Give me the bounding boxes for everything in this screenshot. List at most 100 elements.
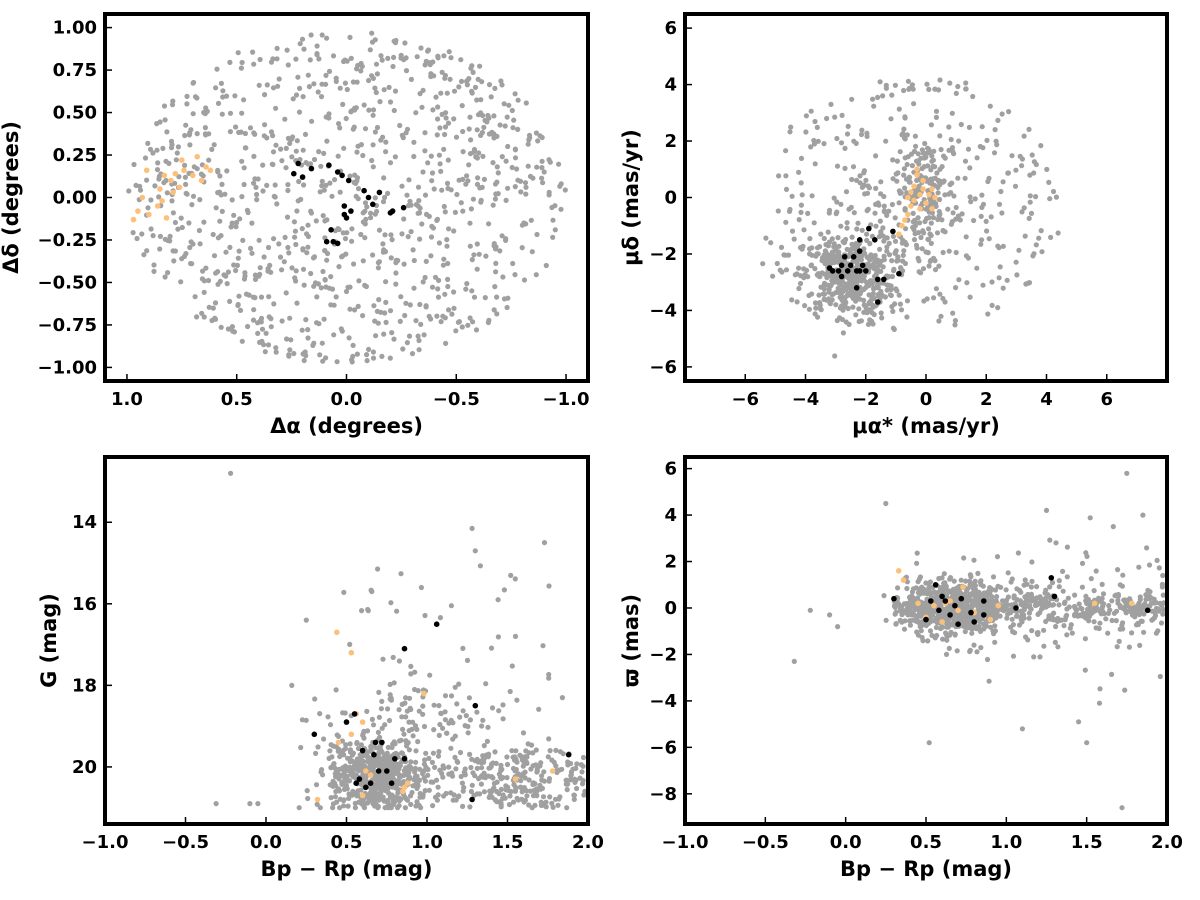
field-star-point: [902, 206, 908, 212]
field-star-point: [1113, 618, 1119, 624]
field-star-point: [1049, 602, 1055, 608]
field-star-point: [492, 196, 498, 202]
field-star-point: [473, 327, 480, 333]
field-star-point: [1099, 581, 1105, 588]
field-star-point: [246, 292, 252, 298]
field-star-point: [809, 193, 815, 199]
field-star-point: [305, 222, 311, 228]
field-star-point: [564, 777, 570, 784]
field-star-point: [416, 210, 422, 216]
field-star-point: [946, 645, 952, 652]
field-star-point: [384, 773, 390, 780]
field-star-point: [1136, 611, 1142, 618]
field-star-point: [339, 254, 345, 260]
field-star-point: [268, 59, 275, 65]
black-point: [1144, 607, 1151, 614]
field-star-point: [902, 114, 908, 120]
field-star-point: [423, 258, 429, 264]
field-star-point: [145, 140, 151, 146]
field-star-point: [791, 236, 797, 242]
field-star-point: [339, 781, 345, 787]
field-star-point: [943, 651, 950, 658]
field-star-point: [328, 765, 334, 771]
field-star-point: [907, 622, 914, 628]
field-star-point: [985, 311, 991, 317]
field-star-point: [1146, 562, 1153, 568]
field-star-point: [436, 152, 442, 158]
field-star-point: [443, 115, 449, 121]
field-star-point: [326, 68, 333, 74]
field-star-point: [1137, 594, 1143, 600]
field-star-point: [470, 319, 476, 325]
field-star-point: [283, 290, 289, 296]
orange-point: [334, 629, 340, 636]
field-star-point: [505, 143, 511, 150]
field-star-point: [318, 769, 324, 775]
field-star-point: [530, 763, 536, 769]
field-star-point: [481, 176, 487, 182]
field-star-point: [883, 85, 890, 91]
orange-point: [172, 170, 179, 177]
field-star-point: [577, 775, 583, 781]
y-tick-label: 0: [664, 598, 677, 619]
field-star-point: [1006, 109, 1012, 115]
field-star-point: [1056, 578, 1062, 584]
field-star-point: [1034, 630, 1040, 636]
field-star-point: [914, 613, 920, 619]
field-star-point: [417, 236, 423, 242]
field-star-point: [144, 248, 150, 254]
field-star-point: [301, 46, 307, 52]
field-star-point: [466, 695, 472, 701]
field-star-point: [409, 351, 416, 357]
field-star-point: [356, 278, 362, 284]
field-star-point: [552, 227, 558, 233]
field-star-point: [1037, 654, 1043, 660]
field-star-point: [1026, 126, 1032, 132]
field-star-point: [974, 265, 980, 271]
orange-point: [139, 194, 146, 201]
field-star-point: [914, 550, 920, 556]
field-star-point: [941, 178, 947, 184]
field-star-point: [347, 284, 353, 290]
field-star-point: [881, 203, 887, 209]
field-star-point: [353, 105, 359, 111]
field-star-point: [249, 250, 255, 256]
field-star-point: [288, 337, 294, 343]
field-star-point: [300, 247, 306, 253]
field-star-point: [864, 237, 870, 243]
field-star-point: [858, 257, 865, 263]
field-star-point: [352, 172, 358, 178]
field-star-point: [375, 566, 381, 572]
field-star-point: [964, 621, 970, 627]
field-star-point: [842, 165, 848, 171]
field-star-point: [1012, 183, 1019, 189]
field-star-point: [1042, 595, 1049, 601]
field-star-point: [477, 563, 483, 569]
field-star-point: [898, 307, 905, 313]
field-star-point: [533, 747, 539, 753]
field-star-point: [301, 357, 307, 364]
field-star-point: [354, 739, 360, 746]
field-star-point: [884, 212, 890, 218]
field-star-point: [315, 89, 321, 95]
field-star-point: [157, 233, 163, 239]
field-star-point: [292, 228, 298, 234]
field-star-point: [500, 702, 506, 708]
orange-point: [920, 186, 926, 192]
field-star-point: [812, 266, 818, 272]
field-star-point: [396, 803, 402, 809]
field-star-point: [349, 238, 355, 244]
y-tick-label: −4: [649, 300, 677, 321]
field-star-point: [540, 643, 546, 649]
field-star-point: [1160, 611, 1166, 617]
field-star-point: [1100, 608, 1106, 615]
field-star-point: [1030, 253, 1036, 259]
orange-point: [917, 191, 923, 198]
field-star-point: [814, 272, 820, 278]
field-star-point: [161, 180, 167, 186]
field-star-point: [1136, 564, 1142, 570]
field-star-point: [387, 681, 393, 688]
field-star-point: [1126, 644, 1132, 650]
field-star-point: [951, 193, 957, 199]
black-point: [351, 711, 358, 717]
